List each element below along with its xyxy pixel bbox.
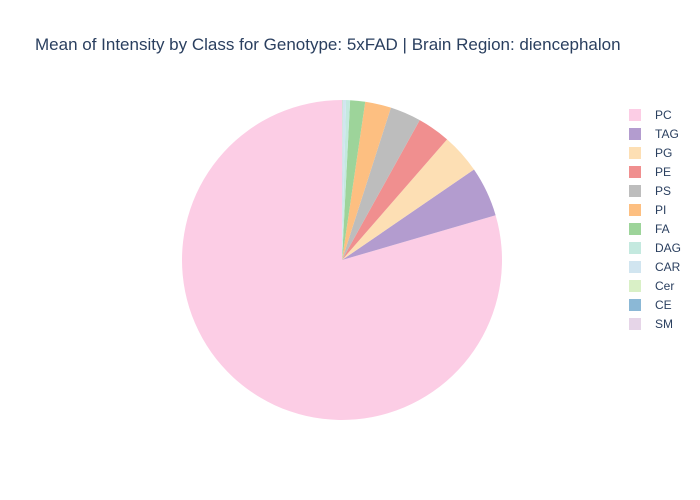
- legend-swatch: [629, 261, 641, 273]
- legend-swatch: [629, 166, 641, 178]
- legend-label: DAG: [655, 241, 681, 255]
- legend-swatch: [629, 204, 641, 216]
- legend-swatch: [629, 185, 641, 197]
- legend-label: SM: [655, 317, 673, 331]
- legend-item-car[interactable]: CAR: [629, 260, 681, 274]
- legend-label: PG: [655, 146, 672, 160]
- legend-swatch: [629, 299, 641, 311]
- legend-label: PI: [655, 203, 666, 217]
- legend-swatch: [629, 280, 641, 292]
- pie-slices: [182, 100, 502, 420]
- legend-label: Cer: [655, 279, 674, 293]
- legend-swatch: [629, 242, 641, 254]
- legend-swatch: [629, 223, 641, 235]
- legend-label: CAR: [655, 260, 681, 274]
- legend-item-dag[interactable]: DAG: [629, 241, 681, 255]
- legend-label: PS: [655, 184, 671, 198]
- legend-label: FA: [655, 222, 670, 236]
- legend-label: PC: [655, 108, 672, 122]
- legend-label: TAG: [655, 127, 679, 141]
- legend-label: PE: [655, 165, 671, 179]
- legend-swatch: [629, 109, 641, 121]
- legend-swatch: [629, 147, 641, 159]
- legend-label: CE: [655, 298, 672, 312]
- legend-swatch: [629, 318, 641, 330]
- legend-swatch: [629, 128, 641, 140]
- chart-title: Mean of Intensity by Class for Genotype:…: [35, 35, 621, 54]
